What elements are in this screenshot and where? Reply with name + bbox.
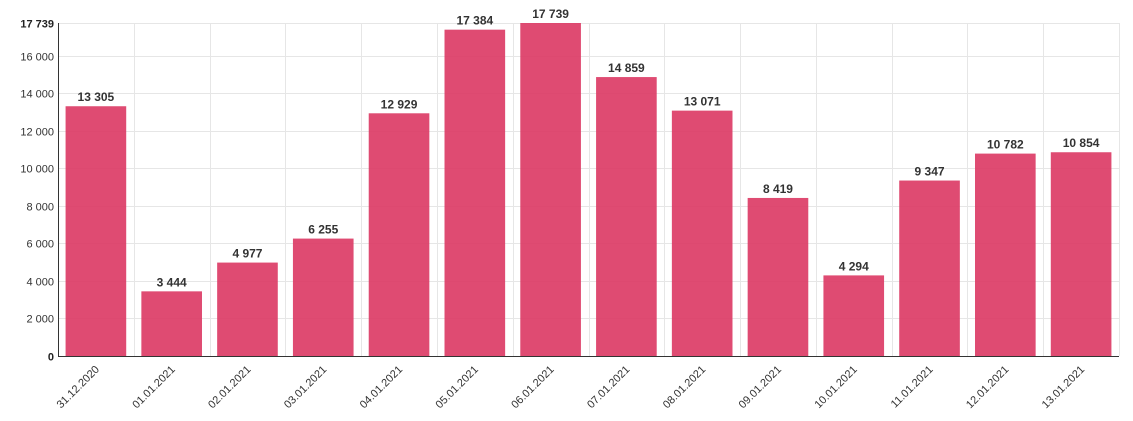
bar[interactable] (975, 153, 1036, 356)
bar-value-label: 10 782 (987, 138, 1024, 152)
x-tick-label: 07.01.2021 (585, 364, 632, 411)
x-tick-label: 04.01.2021 (358, 364, 405, 411)
x-tick-label: 01.01.2021 (130, 364, 177, 411)
bar[interactable] (141, 291, 202, 356)
y-tick-label: 10 000 (20, 164, 54, 176)
bar-value-label: 13 305 (78, 90, 115, 104)
x-tick-label: 02.01.2021 (206, 364, 253, 411)
bar[interactable] (444, 29, 506, 357)
x-axis: 31.12.2020 01.01.2021 02.01.2021 03.01.2021… (55, 356, 1119, 411)
bar-value-label: 14 859 (608, 61, 645, 75)
y-tick-label: 14 000 (20, 89, 54, 101)
bar-value-label: 3 444 (157, 275, 187, 289)
grid (58, 23, 1120, 357)
bar-value-labels: 13 305 3 444 4 977 6 255 12 929 17 384 17 739 1… (78, 7, 1100, 289)
bar[interactable] (217, 262, 278, 356)
y-axis: 0 2 000 4 000 6 000 8 000 10 000 12 000 14 000 1… (20, 19, 59, 364)
bar[interactable] (292, 238, 354, 356)
bar[interactable] (368, 113, 430, 356)
y-tick-label: 4 000 (26, 277, 54, 289)
x-tick-label: 12.01.2021 (964, 364, 1011, 411)
x-tick-label: 06.01.2021 (509, 364, 556, 411)
x-tick-label: 11.01.2021 (889, 364, 936, 411)
bar-value-label: 10 854 (1063, 136, 1100, 150)
bar[interactable] (671, 110, 733, 356)
y-tick-label: 12 000 (20, 127, 54, 139)
y-tick-label: 8 000 (26, 202, 54, 214)
x-tick-label: 09.01.2021 (737, 364, 784, 411)
x-tick-label: 10.01.2021 (812, 364, 859, 411)
x-tick-label: 13.01.2021 (1040, 364, 1087, 411)
x-tick-label: 03.01.2021 (282, 364, 329, 411)
y-tick-label: 17 739 (20, 19, 54, 31)
y-tick-label: 16 000 (20, 52, 54, 64)
bar[interactable] (1050, 152, 1112, 356)
bar[interactable] (65, 106, 127, 356)
bar-value-label: 17 384 (456, 14, 493, 28)
bar-value-label: 8 419 (763, 182, 793, 196)
bar-value-label: 17 739 (532, 7, 569, 21)
y-tick-label: 6 000 (26, 239, 54, 251)
bar[interactable] (747, 197, 809, 356)
bar[interactable] (596, 77, 657, 356)
bar-value-label: 4 977 (232, 247, 262, 261)
x-tick-label: 05.01.2021 (434, 364, 481, 411)
bar[interactable] (520, 23, 581, 356)
bar-value-label: 6 255 (308, 223, 338, 237)
bar-value-label: 13 071 (684, 95, 721, 109)
y-tick-label: 0 (48, 352, 54, 364)
bars (65, 23, 1112, 357)
bar[interactable] (899, 180, 960, 356)
bar-value-label: 4 294 (839, 259, 869, 273)
bar-value-label: 12 929 (381, 97, 418, 111)
y-tick-label: 2 000 (26, 314, 54, 326)
bar[interactable] (823, 275, 885, 356)
x-tick-label: 08.01.2021 (661, 364, 708, 411)
bar-value-label: 9 347 (915, 165, 945, 179)
x-tick-label: 31.12.2020 (55, 364, 102, 411)
